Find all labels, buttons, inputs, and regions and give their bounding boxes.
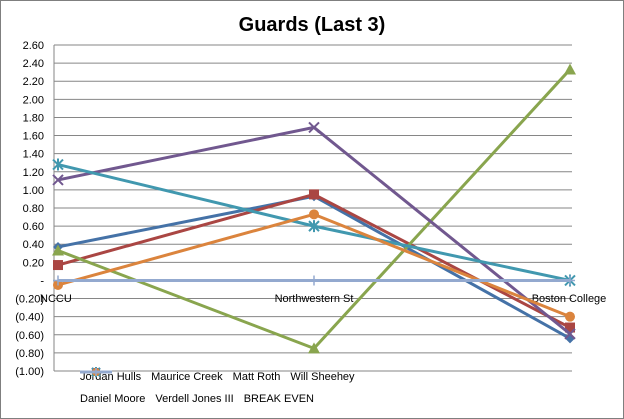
data-point bbox=[565, 311, 575, 322]
legend-row: Jordan Hulls Maurice Creek Matt Roth Will S… bbox=[80, 366, 550, 388]
y-tick-label: (1.00) bbox=[15, 366, 44, 378]
x-tick-label: NCCU bbox=[40, 293, 72, 305]
legend-label: BREAK EVEN bbox=[243, 393, 315, 405]
y-tick-label: 0.60 bbox=[23, 221, 44, 233]
y-tick-label: 1.60 bbox=[23, 131, 44, 143]
data-point bbox=[308, 342, 320, 354]
data-point bbox=[565, 322, 575, 333]
legend-row: Daniel Moore Verdell Jones III BREAK EVEN bbox=[80, 367, 550, 410]
y-tick-label: 2.00 bbox=[23, 94, 44, 106]
y-tick-label: 0.20 bbox=[23, 257, 44, 269]
x-tick-label: Boston College bbox=[532, 293, 607, 305]
y-tick-label: 2.60 bbox=[23, 40, 44, 52]
legend-item: BREAK EVEN bbox=[80, 368, 315, 405]
data-point bbox=[53, 260, 63, 271]
series-line bbox=[57, 68, 572, 350]
data-point bbox=[52, 158, 64, 171]
data-point bbox=[309, 275, 319, 286]
y-tick-label: 1.20 bbox=[23, 167, 44, 179]
legend-label: Maurice Creek bbox=[151, 371, 223, 383]
data-point bbox=[564, 63, 576, 75]
y-tick-label: 1.00 bbox=[23, 185, 44, 197]
data-point bbox=[53, 275, 63, 286]
legend-item: Verdell Jones III bbox=[80, 368, 234, 405]
x-tick-label: Northwestern St bbox=[275, 293, 354, 305]
y-tick-label: (0.80) bbox=[15, 348, 44, 360]
legend-label: Verdell Jones III bbox=[155, 393, 234, 405]
legend-item: Matt Roth bbox=[80, 367, 281, 383]
chart-legend: Jordan Hulls Maurice Creek Matt Roth Will S… bbox=[80, 366, 550, 410]
y-tick-label: 1.40 bbox=[23, 149, 44, 161]
y-tick-label: - bbox=[40, 275, 44, 287]
data-point bbox=[309, 189, 319, 200]
legend-swatch bbox=[80, 368, 112, 376]
y-tick-label: 1.80 bbox=[23, 112, 44, 124]
y-tick-label: (0.60) bbox=[15, 330, 44, 342]
legend-label: Will Sheehey bbox=[290, 371, 355, 383]
chart-title: Guards (Last 3) bbox=[238, 14, 386, 36]
legend-item: Maurice Creek bbox=[80, 368, 223, 383]
y-tick-label: 0.40 bbox=[23, 239, 44, 251]
y-tick-label: (0.20) bbox=[15, 294, 44, 306]
data-point bbox=[308, 121, 320, 134]
y-tick-label: 0.80 bbox=[23, 203, 44, 215]
legend-label: Daniel Moore bbox=[80, 393, 146, 405]
data-point bbox=[565, 275, 575, 286]
data-point bbox=[564, 328, 576, 340]
data-point bbox=[52, 174, 64, 186]
y-tick-label: 2.20 bbox=[23, 76, 44, 88]
data-point bbox=[52, 244, 64, 256]
legend-marker bbox=[92, 368, 100, 376]
data-point bbox=[309, 209, 319, 220]
y-tick-label: (0.40) bbox=[15, 312, 44, 324]
data-point bbox=[308, 220, 320, 233]
y-tick-label: 2.40 bbox=[23, 58, 44, 70]
legend-label: Matt Roth bbox=[232, 371, 281, 383]
legend-item: Daniel Moore bbox=[80, 367, 146, 405]
legend-item: Will Sheehey bbox=[80, 367, 355, 383]
